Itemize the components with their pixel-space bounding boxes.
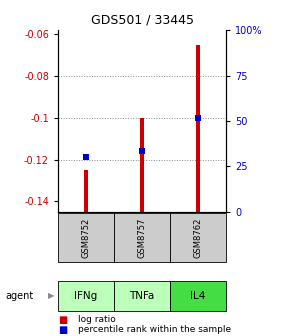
Text: ■: ■	[58, 325, 67, 335]
Bar	[84, 170, 88, 212]
Text: TNFa: TNFa	[129, 291, 155, 301]
Bar	[196, 45, 200, 212]
Title: GDS501 / 33445: GDS501 / 33445	[90, 13, 194, 26]
Text: GSM8752: GSM8752	[81, 218, 90, 258]
Text: IL4: IL4	[191, 291, 206, 301]
Text: ■: ■	[58, 315, 67, 325]
Bar	[140, 118, 144, 212]
Text: IFNg: IFNg	[75, 291, 98, 301]
Text: log ratio: log ratio	[78, 316, 116, 324]
Text: percentile rank within the sample: percentile rank within the sample	[78, 326, 231, 334]
Text: ▶: ▶	[48, 291, 54, 300]
Text: GSM8762: GSM8762	[194, 217, 203, 258]
Text: GSM8757: GSM8757	[137, 217, 147, 258]
Text: agent: agent	[6, 291, 34, 301]
